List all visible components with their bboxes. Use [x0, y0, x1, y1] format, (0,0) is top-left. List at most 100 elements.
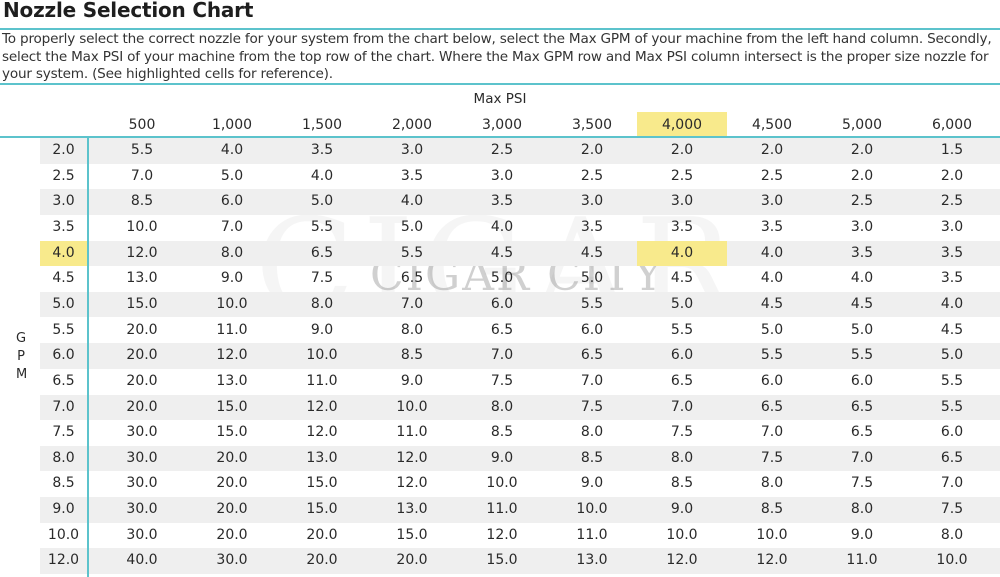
nozzle-size-cell: 5.0 [220, 167, 244, 184]
nozzle-size-cell: 13.0 [306, 449, 338, 466]
max-psi-label: Max PSI [473, 91, 527, 107]
nozzle-size-cell: 3.5 [310, 142, 334, 158]
nozzle-size-cell: 6.5 [400, 270, 424, 287]
gpm-row-label: 9.0 [52, 501, 75, 518]
nozzle-size-cell: 2.5 [670, 167, 694, 184]
nozzle-size-cell: 6.0 [850, 372, 874, 389]
nozzle-size-cell: 4.0 [760, 270, 784, 287]
nozzle-size-cell: 5.5 [760, 347, 784, 364]
nozzle-size-cell: 4.0 [400, 193, 424, 210]
nozzle-size-cell: 8.0 [400, 321, 424, 338]
nozzle-size-cell: 40.0 [126, 552, 158, 569]
header-divider [0, 136, 1000, 138]
divider [0, 28, 1000, 30]
gpm-row-label: 2.0 [52, 142, 75, 158]
nozzle-size-cell: 5.0 [400, 218, 424, 235]
gpm-label: GPM [14, 330, 28, 384]
table-row: 5.0 15.0 10.0 8.0 7.0 6.0 5.5 5.0 4.5 4.5 4.0 [40, 291, 1000, 318]
nozzle-size-cell: 20.0 [126, 321, 158, 338]
nozzle-size-cell: 6.0 [580, 321, 604, 338]
nozzle-size-cell: 5.5 [130, 142, 154, 158]
nozzle-size-cell: 9.0 [400, 372, 424, 389]
nozzle-size-cell: 5.5 [940, 372, 964, 389]
divider [0, 83, 1000, 85]
nozzle-size-cell: 12.0 [486, 526, 518, 543]
nozzle-size-cell: 10.0 [666, 526, 698, 543]
nozzle-size-cell: 3.0 [850, 218, 874, 235]
nozzle-size-cell: 2.0 [760, 142, 784, 158]
nozzle-size-cell: 12.0 [306, 398, 338, 415]
nozzle-size-cell: 6.5 [850, 424, 874, 441]
nozzle-size-cell: 4.5 [760, 295, 784, 312]
nozzle-size-cell: 7.5 [580, 398, 604, 415]
nozzle-size-cell: 5.0 [670, 295, 694, 312]
row-label-divider [87, 137, 89, 577]
nozzle-size-cell: 5.0 [490, 270, 514, 287]
nozzle-size-cell: 10.0 [486, 475, 518, 492]
nozzle-size-cell: 20.0 [126, 372, 158, 389]
nozzle-size-cell: 8.0 [760, 475, 784, 492]
nozzle-size-cell: 7.5 [310, 270, 334, 287]
nozzle-size-cell: 20.0 [216, 475, 248, 492]
nozzle-size-cell: 2.5 [940, 193, 964, 210]
nozzle-size-cell: 12.0 [306, 424, 338, 441]
nozzle-size-cell: 7.0 [850, 449, 874, 466]
nozzle-size-cell: 9.0 [310, 321, 334, 338]
nozzle-size-cell: 6.5 [580, 347, 604, 364]
nozzle-size-cell: 4.5 [940, 321, 964, 338]
gpm-row-label: 6.5 [52, 372, 75, 389]
nozzle-size-cell: 5.5 [310, 218, 334, 235]
nozzle-size-cell: 7.0 [490, 347, 514, 364]
nozzle-size-cell: 7.5 [940, 501, 964, 518]
nozzle-size-cell: 9.0 [850, 526, 874, 543]
nozzle-size-cell: 10.0 [216, 295, 248, 312]
nozzle-size-cell: 7.0 [760, 424, 784, 441]
nozzle-size-cell: 4.0 [637, 240, 727, 267]
nozzle-size-cell: 20.0 [216, 501, 248, 518]
nozzle-size-cell: 9.0 [580, 475, 604, 492]
table-row: 7.5 30.0 15.0 12.0 11.0 8.5 8.0 7.5 7.0 6.5 6.0 [40, 420, 1000, 446]
gpm-row-label: 2.5 [52, 167, 75, 184]
nozzle-size-cell: 9.0 [490, 449, 514, 466]
psi-header: 500 [128, 117, 156, 133]
nozzle-size-cell: 30.0 [126, 424, 158, 441]
gpm-row-label: 5.5 [52, 321, 75, 338]
nozzle-size-cell: 6.5 [670, 372, 694, 389]
psi-header: 1,000 [211, 117, 253, 133]
table-row: 7.0 20.0 15.0 12.0 10.0 8.0 7.5 7.0 6.5 6.5 5.5 [40, 394, 1000, 421]
table-row: 8.5 30.0 20.0 15.0 12.0 10.0 9.0 8.5 8.0 7.5 7.0 [40, 471, 1000, 497]
nozzle-size-cell: 30.0 [126, 501, 158, 518]
nozzle-size-cell: 3.0 [400, 142, 424, 158]
nozzle-size-cell: 9.0 [220, 270, 244, 287]
table-row: 6.0 20.0 12.0 10.0 8.5 7.0 6.5 6.0 5.5 5.5 5.0 [40, 343, 1000, 369]
nozzle-size-cell: 8.0 [940, 526, 964, 543]
nozzle-size-cell: 6.5 [850, 398, 874, 415]
nozzle-size-cell: 30.0 [126, 526, 158, 543]
nozzle-size-cell: 5.0 [310, 193, 334, 210]
nozzle-size-cell: 6.0 [220, 193, 244, 210]
nozzle-size-cell: 11.0 [396, 424, 428, 441]
nozzle-size-cell: 12.0 [756, 552, 788, 569]
nozzle-size-cell: 8.5 [760, 501, 784, 518]
nozzle-size-cell: 8.5 [490, 424, 514, 441]
nozzle-size-cell: 8.0 [220, 244, 244, 261]
nozzle-size-cell: 12.0 [666, 552, 698, 569]
gpm-row-label: 7.0 [52, 398, 75, 415]
psi-header: 4,500 [751, 117, 793, 133]
psi-header: 3,500 [571, 117, 613, 133]
nozzle-size-cell: 15.0 [306, 475, 338, 492]
nozzle-size-cell: 8.0 [490, 398, 514, 415]
nozzle-size-cell: 8.5 [580, 449, 604, 466]
nozzle-size-cell: 3.5 [940, 244, 964, 261]
nozzle-size-cell: 10.0 [576, 501, 608, 518]
gpm-row-label: 7.5 [52, 424, 75, 441]
nozzle-size-cell: 30.0 [216, 552, 248, 569]
nozzle-size-cell: 7.0 [130, 167, 154, 184]
nozzle-size-cell: 4.5 [670, 270, 694, 287]
nozzle-size-cell: 11.0 [846, 552, 878, 569]
nozzle-size-cell: 15.0 [396, 526, 428, 543]
nozzle-size-cell: 3.5 [940, 270, 964, 287]
nozzle-size-cell: 6.0 [490, 295, 514, 312]
nozzle-size-cell: 2.0 [850, 167, 874, 184]
nozzle-size-cell: 3.5 [850, 244, 874, 261]
